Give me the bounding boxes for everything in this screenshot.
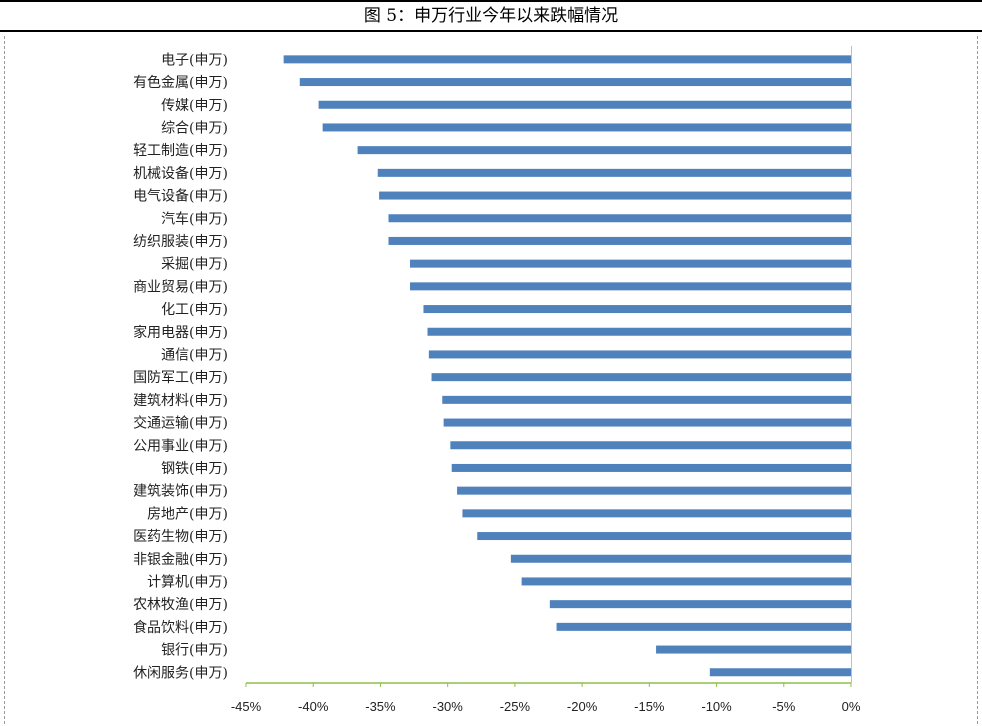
bar	[451, 463, 851, 472]
category-label: 通信(申万)	[161, 347, 228, 363]
bar	[556, 622, 851, 631]
bar	[443, 418, 851, 427]
x-tick-label: -10%	[701, 699, 732, 714]
x-tick-label: -30%	[432, 699, 463, 714]
category-label: 商业贸易(申万)	[133, 279, 228, 295]
bar	[283, 55, 852, 64]
figure-title: 图 5：申万行业今年以来跌幅情况	[0, 0, 982, 32]
x-tick-label: -5%	[772, 699, 796, 714]
category-label: 非银金融(申万)	[133, 552, 228, 568]
category-label: 汽车(申万)	[161, 210, 228, 227]
bar	[477, 532, 851, 541]
bar	[410, 282, 851, 291]
bar	[442, 395, 851, 404]
category-label: 综合(申万)	[161, 120, 228, 136]
bar	[410, 259, 851, 268]
category-label: 食品饮料(申万)	[133, 619, 228, 636]
bar	[388, 236, 851, 245]
bar	[450, 441, 851, 450]
category-label: 采掘(申万)	[161, 257, 228, 273]
category-label: 机械设备(申万)	[133, 165, 228, 182]
category-label: 有色金属(申万)	[133, 74, 228, 91]
x-tick-label: 0%	[842, 699, 861, 714]
category-label: 公用事业(申万)	[133, 438, 228, 454]
bar	[709, 668, 851, 677]
x-tick-label: -15%	[634, 699, 665, 714]
category-label: 银行(申万)	[161, 643, 228, 659]
x-tick-label: -25%	[500, 699, 531, 714]
category-label: 家用电器(申万)	[133, 324, 228, 341]
x-tick-label: -40%	[298, 699, 329, 714]
bar	[322, 123, 852, 132]
bar	[457, 486, 851, 495]
category-label: 电气设备(申万)	[133, 188, 228, 205]
category-label: 化工(申万)	[161, 302, 228, 318]
bar	[428, 350, 851, 359]
category-label: 交通运输(申万)	[133, 415, 228, 432]
bar	[357, 146, 851, 155]
category-label: 钢铁(申万)	[161, 461, 228, 477]
category-label: 电子(申万)	[161, 52, 228, 68]
category-label: 国防军工(申万)	[133, 370, 228, 386]
category-label: 休闲服务(申万)	[133, 665, 228, 681]
bar	[423, 305, 851, 314]
category-label: 房地产(申万)	[147, 506, 228, 522]
bar	[521, 577, 851, 586]
bar	[510, 554, 851, 563]
category-label: 建筑装饰(申万)	[133, 484, 228, 500]
figure-frame	[4, 36, 978, 724]
bar	[377, 168, 851, 177]
bar	[427, 327, 851, 336]
category-label: 建筑材料(申万)	[133, 393, 228, 409]
bar	[462, 509, 851, 518]
category-label: 传媒(申万)	[161, 98, 228, 114]
bar	[299, 78, 851, 87]
category-label: 纺织服装(申万)	[133, 234, 228, 250]
x-tick-label: -35%	[365, 699, 396, 714]
category-label: 医药生物(申万)	[133, 529, 228, 545]
x-tick-label: -20%	[567, 699, 598, 714]
bar	[431, 373, 851, 382]
bar	[549, 600, 851, 609]
bar	[656, 645, 851, 654]
category-label: 轻工制造(申万)	[133, 143, 228, 159]
bar	[379, 191, 851, 200]
bar	[318, 100, 852, 109]
category-label: 计算机(申万)	[147, 574, 228, 590]
bar	[388, 214, 851, 223]
x-tick-label: -45%	[231, 699, 262, 714]
category-label: 农林牧渔(申万)	[133, 597, 228, 613]
